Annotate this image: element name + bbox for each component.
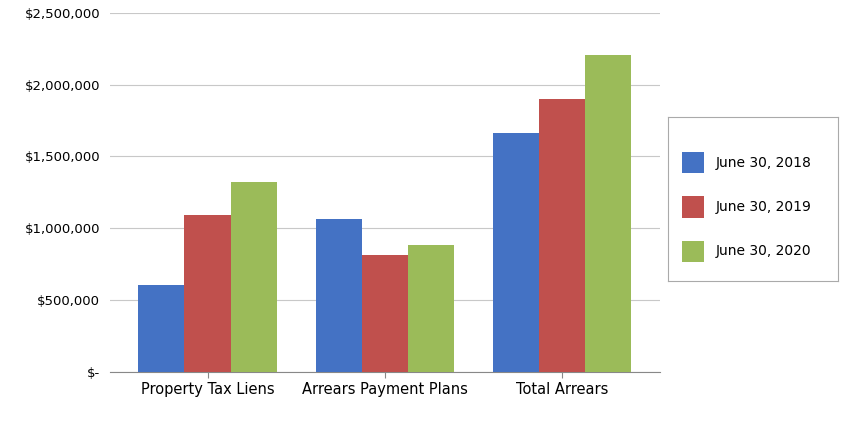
FancyBboxPatch shape [682,152,704,173]
Bar [231,182,277,372]
Bar [139,286,184,372]
Bar [585,54,631,372]
Bar [493,133,539,372]
FancyBboxPatch shape [682,196,704,218]
Bar [408,245,454,372]
Bar [539,99,585,372]
FancyBboxPatch shape [682,241,704,262]
Text: June 30, 2019: June 30, 2019 [716,200,811,214]
Text: June 30, 2018: June 30, 2018 [716,156,811,170]
Bar [184,215,231,372]
Bar [362,255,408,372]
Text: June 30, 2020: June 30, 2020 [716,244,811,258]
Bar [316,219,362,372]
